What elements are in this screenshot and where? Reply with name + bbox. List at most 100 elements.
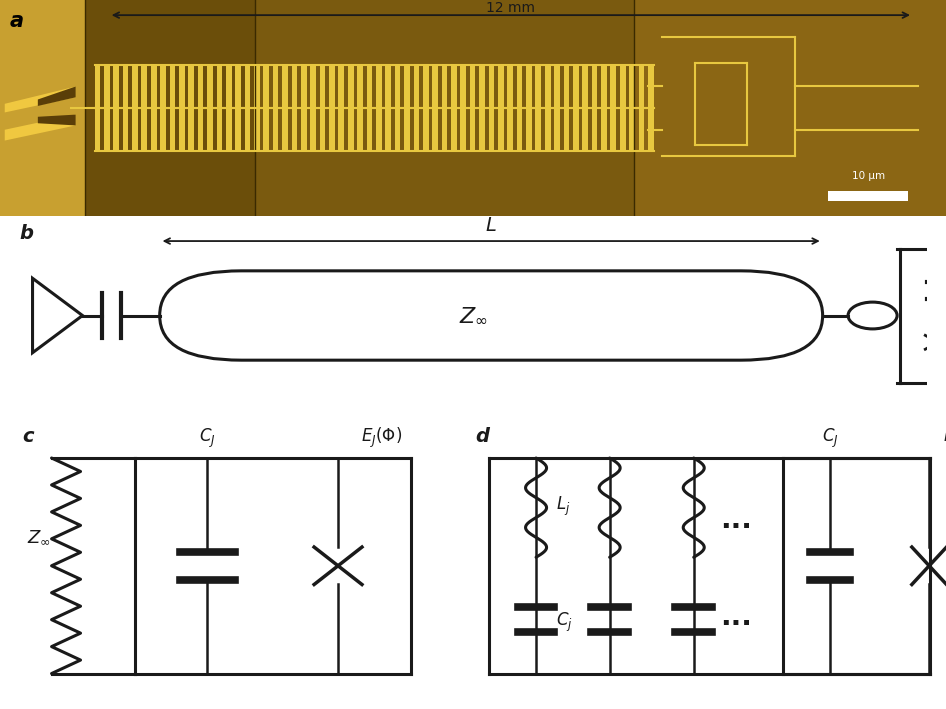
Polygon shape [339,108,344,152]
Text: ...: ... [720,506,752,535]
Polygon shape [592,108,598,152]
Polygon shape [470,108,476,152]
Polygon shape [245,65,251,108]
Polygon shape [526,108,532,152]
Polygon shape [610,108,616,152]
Polygon shape [339,65,344,108]
Polygon shape [132,108,138,152]
Polygon shape [517,108,522,152]
Polygon shape [150,108,156,152]
Text: 12 mm: 12 mm [486,1,535,15]
Polygon shape [5,115,76,140]
Polygon shape [639,108,644,152]
Polygon shape [301,65,307,108]
Polygon shape [432,65,438,108]
Polygon shape [385,65,391,108]
Polygon shape [423,65,429,108]
Text: $L_j$: $L_j$ [556,495,570,518]
Polygon shape [95,108,100,152]
Polygon shape [348,65,354,108]
Polygon shape [394,65,400,108]
Polygon shape [0,0,85,216]
Polygon shape [629,108,635,152]
Polygon shape [620,65,625,108]
Text: $C_j$: $C_j$ [556,611,573,634]
Polygon shape [104,65,110,108]
Polygon shape [545,108,551,152]
Polygon shape [573,65,579,108]
FancyBboxPatch shape [160,271,823,360]
Text: b: b [19,223,33,242]
Polygon shape [310,108,316,152]
Polygon shape [123,65,129,108]
Polygon shape [601,108,606,152]
Polygon shape [329,65,335,108]
Polygon shape [282,108,288,152]
Polygon shape [160,65,166,108]
Polygon shape [291,108,297,152]
Polygon shape [320,65,325,108]
Text: ...: ... [720,603,752,631]
Polygon shape [38,86,76,106]
Text: $E_J(\Phi)$: $E_J(\Phi)$ [943,425,946,450]
Polygon shape [188,65,194,108]
Polygon shape [394,108,400,152]
Polygon shape [442,108,447,152]
Polygon shape [254,65,260,108]
Polygon shape [179,65,184,108]
Polygon shape [629,65,635,108]
Polygon shape [376,65,381,108]
Text: 10 μm: 10 μm [851,171,885,181]
Polygon shape [480,108,485,152]
Polygon shape [263,65,269,108]
Polygon shape [169,108,175,152]
Polygon shape [142,65,148,108]
Polygon shape [123,108,129,152]
Polygon shape [95,65,100,108]
Polygon shape [198,108,203,152]
Polygon shape [404,108,410,152]
Polygon shape [272,108,278,152]
Polygon shape [114,65,119,108]
Polygon shape [169,65,175,108]
Polygon shape [188,108,194,152]
Polygon shape [142,108,148,152]
Polygon shape [573,108,579,152]
Polygon shape [207,108,213,152]
Polygon shape [358,108,363,152]
Polygon shape [535,108,541,152]
Polygon shape [413,65,419,108]
Polygon shape [423,108,429,152]
Polygon shape [132,65,138,108]
Polygon shape [38,115,76,125]
Polygon shape [207,65,213,108]
Polygon shape [348,108,354,152]
Polygon shape [85,0,255,216]
Polygon shape [263,108,269,152]
Polygon shape [291,65,297,108]
Text: $Z_{\infty}$: $Z_{\infty}$ [27,528,51,547]
Polygon shape [592,65,598,108]
Polygon shape [451,65,457,108]
Polygon shape [236,65,241,108]
Polygon shape [150,65,156,108]
Polygon shape [179,108,184,152]
Polygon shape [488,65,494,108]
Polygon shape [245,108,251,152]
Polygon shape [367,108,373,152]
Polygon shape [385,108,391,152]
Polygon shape [367,65,373,108]
Polygon shape [272,65,278,108]
Polygon shape [461,108,466,152]
Polygon shape [114,108,119,152]
Polygon shape [480,65,485,108]
Polygon shape [376,108,381,152]
Polygon shape [610,65,616,108]
Text: $Z_{\infty}$: $Z_{\infty}$ [459,306,487,325]
Text: $C_J$: $C_J$ [200,426,216,450]
Polygon shape [648,65,654,108]
Polygon shape [451,108,457,152]
Polygon shape [282,65,288,108]
Polygon shape [535,65,541,108]
Polygon shape [320,108,325,152]
